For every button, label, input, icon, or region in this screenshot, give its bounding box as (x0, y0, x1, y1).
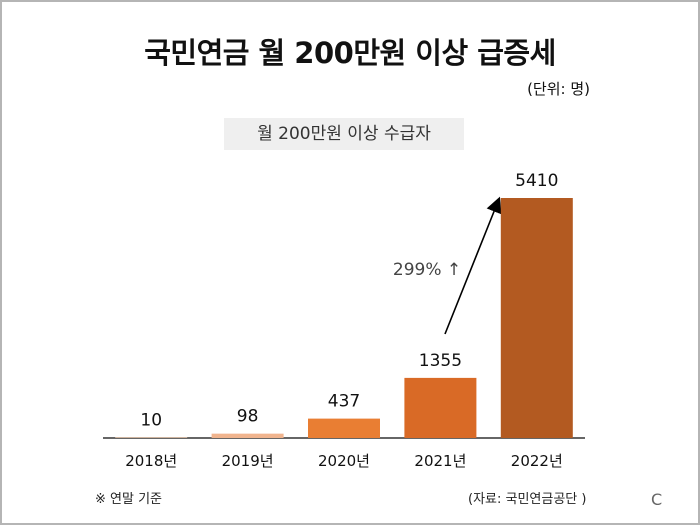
growth-arrow (444, 196, 502, 335)
value-label-2021년: 1355 (419, 351, 462, 371)
bar-2022년 (500, 198, 573, 438)
bar-2020년 (308, 418, 380, 438)
chart-subtitle: 월 200만원 이상 수급자 (224, 118, 464, 150)
x-tick-2019년: 2019년 (222, 452, 274, 470)
footnote: ※ 연말 기준 (95, 492, 162, 507)
source-note: (자료: 국민연금공단 ) (468, 492, 587, 507)
bar-2021년 (404, 377, 477, 438)
value-label-2018년: 10 (140, 410, 162, 430)
x-tick-2020년: 2020년 (318, 452, 370, 470)
chart-title: 국민연금 월 200만원 이상 급증세 (144, 36, 556, 70)
value-label-2022년: 5410 (515, 171, 558, 191)
corner-mark: C (651, 490, 663, 509)
value-label-2020년: 437 (328, 392, 360, 412)
x-tick-2021년: 2021년 (414, 452, 466, 470)
value-label-2019년: 98 (237, 407, 259, 427)
x-tick-2022년: 2022년 (511, 452, 563, 470)
bar-2018년 (115, 437, 188, 438)
growth-annotation: 299% ↑ (393, 260, 461, 280)
x-tick-2018년: 2018년 (125, 452, 177, 470)
unit-label: (단위: 명) (527, 80, 590, 98)
bar-2019년 (211, 433, 284, 438)
